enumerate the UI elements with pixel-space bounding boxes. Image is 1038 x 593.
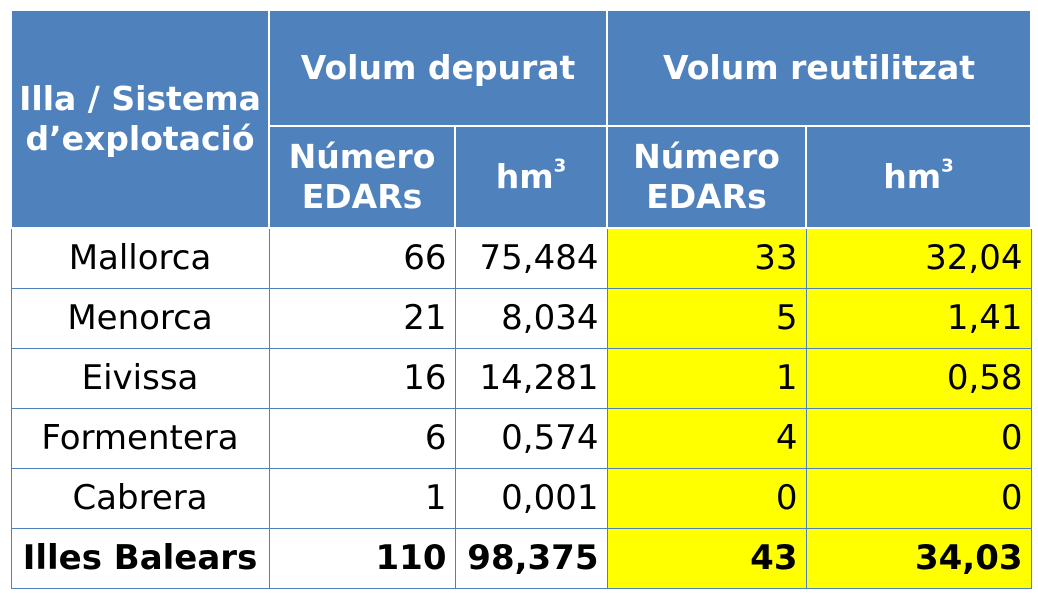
treated-count-header: Número EDARs: [268, 125, 456, 229]
treated-hm3-cell: 75,484: [454, 228, 608, 289]
island-name: Eivissa: [10, 347, 270, 409]
treated-hm3-cell: 0,574: [454, 407, 608, 469]
island-column-header: Illa / Sistema d’explotació: [10, 9, 270, 229]
wastewater-table: Illa / Sistema d’explotació Volum depura…: [10, 9, 1033, 589]
treated-count-cell: 6: [268, 407, 456, 469]
treated-hm3-cell: 0,001: [454, 467, 608, 529]
treated-count-cell: 21: [268, 287, 456, 349]
reused-volume-header: Volum reutilitzat: [605, 9, 1033, 127]
table-row: Eivissa 16 14,281 1 0,58: [10, 347, 1032, 409]
reused-count-cell: 1: [606, 347, 807, 409]
reused-count-cell: 33: [606, 228, 807, 289]
reused-count-cell: 0: [606, 467, 807, 529]
island-name: Mallorca: [10, 228, 270, 289]
treated-volume-header: Volum depurat: [268, 9, 608, 127]
treated-hm3-cell: 14,281: [454, 347, 608, 409]
table-row: Formentera 6 0,574 4 0: [10, 407, 1032, 469]
total-reused-hm3: 34,03: [805, 527, 1032, 589]
reused-hm3-cell: 32,04: [805, 228, 1032, 289]
treated-count-cell: 1: [268, 467, 456, 529]
reused-hm3-cell: 1,41: [805, 287, 1032, 349]
table-row: Mallorca 66 75,484 33 32,04: [10, 228, 1032, 289]
treated-hm3-header: hm3: [454, 125, 608, 229]
total-treated-count: 110: [268, 527, 456, 589]
total-label: Illes Balears: [10, 527, 270, 589]
reused-count-header: Número EDARs: [606, 125, 807, 229]
table-row: Menorca 21 8,034 5 1,41: [10, 287, 1032, 349]
reused-count-cell: 5: [606, 287, 807, 349]
reused-hm3-header: hm3: [804, 125, 1033, 229]
total-row: Illes Balears 110 98,375 43 34,03: [10, 527, 1032, 589]
treated-count-cell: 66: [268, 228, 456, 289]
table-row: Cabrera 1 0,001 0 0: [10, 467, 1032, 529]
reused-hm3-cell: 0: [805, 467, 1032, 529]
island-name: Menorca: [10, 287, 270, 349]
reused-hm3-cell: 0: [805, 407, 1032, 469]
reused-hm3-cell: 0,58: [805, 347, 1032, 409]
treated-hm3-cell: 8,034: [454, 287, 608, 349]
total-reused-count: 43: [606, 527, 807, 589]
treated-count-cell: 16: [268, 347, 456, 409]
total-treated-hm3: 98,375: [454, 527, 608, 589]
reused-count-cell: 4: [606, 407, 807, 469]
island-name: Formentera: [10, 407, 270, 469]
island-name: Cabrera: [10, 467, 270, 529]
